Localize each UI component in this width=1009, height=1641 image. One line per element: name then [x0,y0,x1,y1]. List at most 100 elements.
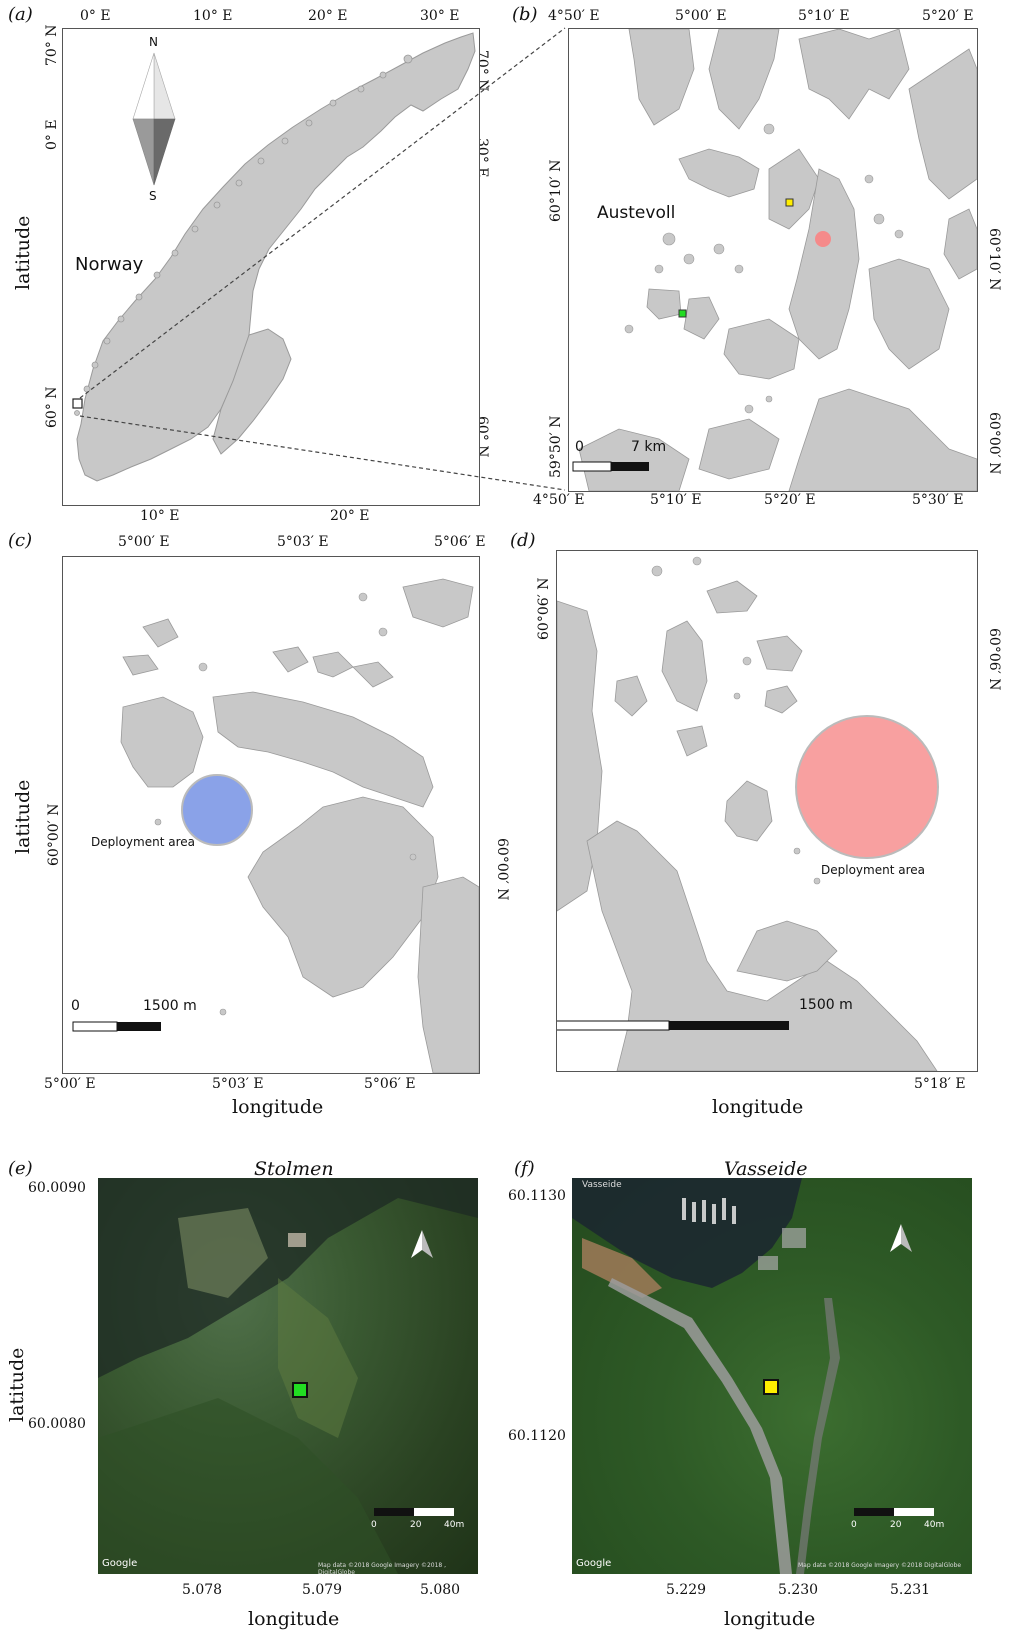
scale-end-label: 7 km [631,439,667,455]
panel-c-bottom-tick: 5°03′ E [212,1076,264,1092]
austevoll-islets [624,123,904,414]
deployment-area-label: Deployment area [821,863,925,877]
scale-label: 20 [890,1520,902,1530]
panel-a-letter: (a) [8,4,33,25]
scale-bar-white [557,1020,670,1031]
panel-c-top-tick: 5°06′ E [434,534,486,550]
attribution-text: Map data ©2018 Google Imagery ©2018 , Di… [318,1562,447,1574]
panel-b-right-tick: 60°10′ N [986,228,1002,291]
panel-b-bottom-tick: 4°50′ E [533,492,585,508]
scale-label: 40m [924,1520,945,1530]
panel-c-xlabel: longitude [232,1096,324,1118]
panel-e-bottom-tick: 5.079 [302,1582,343,1598]
site-marker-stolmen [292,1382,308,1398]
scale-label: 0 [851,1520,857,1530]
panel-a-bottom-tick: 20° E [330,508,370,524]
scale-start-label: 0 [575,439,584,455]
panel-a-top-tick: 10° E [193,8,233,24]
panel-c-bottom-tick: 5°00′ E [44,1076,96,1092]
compass-south-label: S [149,189,157,203]
place-label-austevoll: Austevoll [597,203,676,223]
scale-end-label: 1500 m [143,998,197,1014]
austevoll-land [578,29,977,491]
norway-landmass [76,32,476,482]
panel-f-bottom-tick: 5.229 [666,1582,707,1598]
google-logo: Google [102,1558,138,1569]
panel-f-bottom-tick: 5.230 [778,1582,819,1598]
panel-e-bottom-tick: 5.080 [420,1582,461,1598]
stolmen-land [120,578,479,1073]
panel-a-top-tick: 30° E [420,8,460,24]
panel-b-left-tick: 59°50′ N [548,415,564,478]
panel-f-xlabel: longitude [724,1608,816,1630]
panel-e-ylabel: latitude [6,1347,28,1422]
panel-c-letter: (c) [8,530,33,551]
panel-c-bottom-tick: 5°06′ E [364,1076,416,1092]
vasseide-islets [651,556,821,885]
panel-e-xlabel: longitude [248,1608,340,1630]
scale-bar-black [669,1021,789,1030]
scale-label: 40m [444,1520,465,1530]
satellite-image-vasseide: Vasseide 0 20 40m Google Map data ©2018 … [572,1178,972,1574]
panel-d-bottom-tick: 5°18′ E [914,1076,966,1092]
panel-f-title: Vasseide [724,1158,808,1180]
site-marker-vasseide [763,1379,779,1395]
scale-end-label: 1500 m [799,997,853,1013]
country-label: Norway [75,254,144,275]
panel-e-left-tick: 60.0080 [28,1416,86,1432]
panel-b-right-tick: 60°00′ N [986,412,1002,475]
vasseide-land [557,580,938,1071]
map-vasseide-area: Deployment area 0 1500 m [556,550,978,1072]
stolmen-islets [154,592,417,1016]
panel-b-left-tick: 60°10′ N [548,159,564,222]
panel-c-top-tick: 5°00′ E [118,534,170,550]
inset-connector-lines [79,27,566,491]
panel-c-right-tick: 60°00′ N [494,838,510,901]
satellite-image-stolmen: 0 20 40m Google Map data ©2018 Google Im… [98,1178,478,1574]
map-stolmen-area: Deployment area 0 1500 m [62,556,480,1074]
panel-f-letter: (f) [514,1158,535,1179]
compass-north-label: N [149,35,158,49]
panel-d-xlabel: longitude [712,1096,804,1118]
scale-bar [854,1508,934,1516]
panel-f-left-tick: 60.1130 [508,1188,566,1204]
panel-a-top-tick: 0° E [80,8,111,24]
north-arrow-icon [890,1224,912,1254]
attribution-text: Map data ©2018 Google Imagery ©2018 Digi… [798,1562,962,1569]
panel-d-right-tick: 60°06′ N [986,628,1002,691]
map-norway: Norway N S [62,28,480,506]
scale-bar-white [572,461,612,472]
coastal-islands [74,54,413,416]
place-overlay-label: Vasseide [582,1180,622,1190]
panel-b-top-tick: 5°00′ E [675,8,727,24]
panel-b-top-tick: 5°20′ E [922,8,974,24]
panel-e-bottom-tick: 5.078 [182,1582,223,1598]
google-logo: Google [576,1558,612,1569]
scale-start-label: 0 [71,998,80,1014]
panel-e-title: Stolmen [254,1158,334,1180]
scale-bar-white [72,1021,118,1032]
panel-c-top-tick: 5°03′ E [277,534,329,550]
deployment-area-circle-blue [181,774,253,846]
panel-d-letter: (d) [510,530,536,551]
deployment-area-circle-red [795,715,939,859]
south-land [212,328,292,455]
inset-box [72,398,83,409]
deployment-marker-red [815,231,831,247]
compass-rose-icon: N S [131,35,177,205]
panel-a-bottom-tick: 10° E [140,508,180,524]
panel-b-bottom-tick: 5°20′ E [764,492,816,508]
panel-e-left-tick: 60.0090 [28,1180,86,1196]
panel-b-top-tick: 4°50′ E [548,8,600,24]
panel-b-bottom-tick: 5°30′ E [912,492,964,508]
map-austevoll: Austevoll 0 7 km [568,28,978,492]
panel-f-left-tick: 60.1120 [508,1428,566,1444]
panel-f-bottom-tick: 5.231 [890,1582,931,1598]
deployment-area-label: Deployment area [91,835,195,849]
panel-a-top-tick: 20° E [308,8,348,24]
panel-b-bottom-tick: 5°10′ E [650,492,702,508]
panel-d-left-tick: 60°06′ N [536,577,552,640]
panel-c-ylabel: latitude [12,779,34,854]
panel-e-letter: (e) [8,1158,33,1179]
north-arrow-icon [411,1230,433,1260]
